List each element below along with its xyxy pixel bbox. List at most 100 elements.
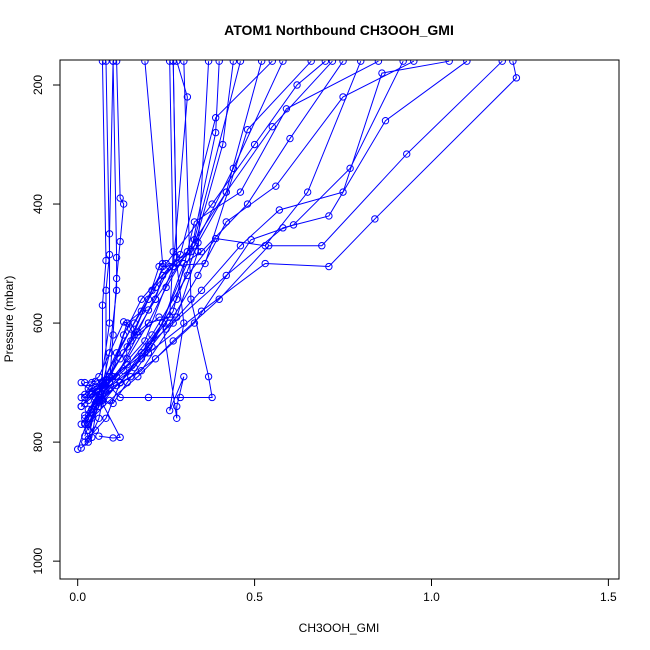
data-point: [109, 399, 117, 408]
x-tick-label: 1.5: [600, 590, 617, 604]
data-point: [328, 60, 337, 65]
data-point: [123, 343, 131, 351]
profile-line: [80, 61, 234, 404]
x-tick-label: 0.0: [69, 590, 86, 604]
data-point: [84, 438, 93, 446]
data-point: [463, 60, 471, 65]
data-point: [88, 408, 96, 417]
data-point: [261, 259, 269, 268]
data-point: [509, 60, 517, 65]
data-point: [211, 128, 220, 137]
data-point: [173, 295, 181, 303]
data-point: [169, 319, 177, 327]
data-point: [84, 426, 93, 434]
plot-frame: [59, 59, 620, 580]
data-point: [445, 60, 453, 65]
data-point: [127, 325, 135, 333]
data-point: [374, 60, 383, 65]
data-layer: [73, 60, 521, 453]
profile-series: [88, 60, 188, 422]
data-point: [98, 60, 107, 65]
data-point: [180, 319, 188, 327]
data-point: [116, 433, 124, 442]
data-point: [346, 164, 354, 173]
profile-line: [84, 61, 220, 384]
data-point: [137, 295, 146, 303]
data-point: [119, 200, 128, 208]
profile-line: [84, 61, 241, 395]
data-point: [303, 188, 312, 196]
data-point: [127, 337, 135, 345]
data-point: [289, 221, 298, 229]
data-point: [158, 319, 167, 327]
data-point: [81, 414, 89, 422]
data-point: [112, 372, 121, 381]
data-point: [84, 384, 93, 393]
x-tick-label: 0.5: [246, 590, 263, 604]
data-point: [261, 242, 269, 250]
data-point: [339, 60, 347, 65]
data-point: [162, 283, 170, 292]
data-point: [257, 60, 266, 65]
data-point: [325, 262, 333, 271]
profile-line: [87, 60, 468, 431]
y-axis: 200 400 600 800 1000: [31, 75, 60, 574]
data-point: [279, 60, 287, 65]
data-point: [197, 286, 206, 295]
data-point: [77, 402, 85, 411]
data-point: [211, 114, 220, 122]
data-point: [243, 200, 252, 208]
data-point: [109, 434, 117, 442]
y-tick-label: 800: [31, 432, 45, 452]
data-point: [222, 271, 230, 280]
data-point: [222, 188, 230, 196]
data-point: [88, 378, 96, 387]
data-point: [95, 387, 103, 396]
data-point: [272, 182, 280, 190]
data-point: [116, 237, 124, 246]
data-point: [151, 355, 160, 363]
data-point: [84, 414, 93, 422]
data-point: [307, 60, 315, 65]
y-tick-label: 1000: [31, 547, 45, 574]
data-point: [293, 81, 301, 89]
data-point: [498, 60, 506, 65]
data-point: [215, 60, 223, 65]
profile-line: [91, 61, 185, 419]
data-point: [268, 122, 276, 131]
data-point: [173, 402, 181, 411]
profile-line: [87, 61, 111, 443]
data-point: [137, 307, 146, 315]
data-point: [286, 134, 294, 143]
data-point: [183, 93, 192, 101]
data-point: [105, 372, 114, 381]
data-point: [144, 295, 153, 303]
data-point: [211, 234, 220, 243]
data-point: [190, 236, 199, 244]
profile-series: [84, 60, 213, 405]
data-point: [318, 242, 326, 250]
data-point: [176, 393, 184, 402]
data-point: [169, 337, 177, 345]
x-tick-label: 1.0: [423, 590, 440, 604]
data-point: [141, 60, 149, 65]
data-point: [282, 105, 291, 113]
profile-line: [87, 61, 178, 419]
data-point: [371, 215, 379, 223]
data-point: [148, 343, 156, 351]
data-point: [247, 236, 255, 244]
data-point: [403, 150, 411, 158]
data-point: [194, 271, 202, 280]
data-point: [95, 372, 103, 381]
data-point: [112, 286, 121, 295]
data-point: [158, 271, 167, 280]
data-point: [77, 420, 85, 428]
profile-line: [84, 60, 450, 416]
data-point: [275, 206, 284, 214]
profile-line: [91, 60, 503, 419]
data-point: [134, 331, 142, 339]
data-point: [119, 318, 128, 326]
data-point: [95, 432, 103, 440]
data-point: [190, 319, 199, 327]
